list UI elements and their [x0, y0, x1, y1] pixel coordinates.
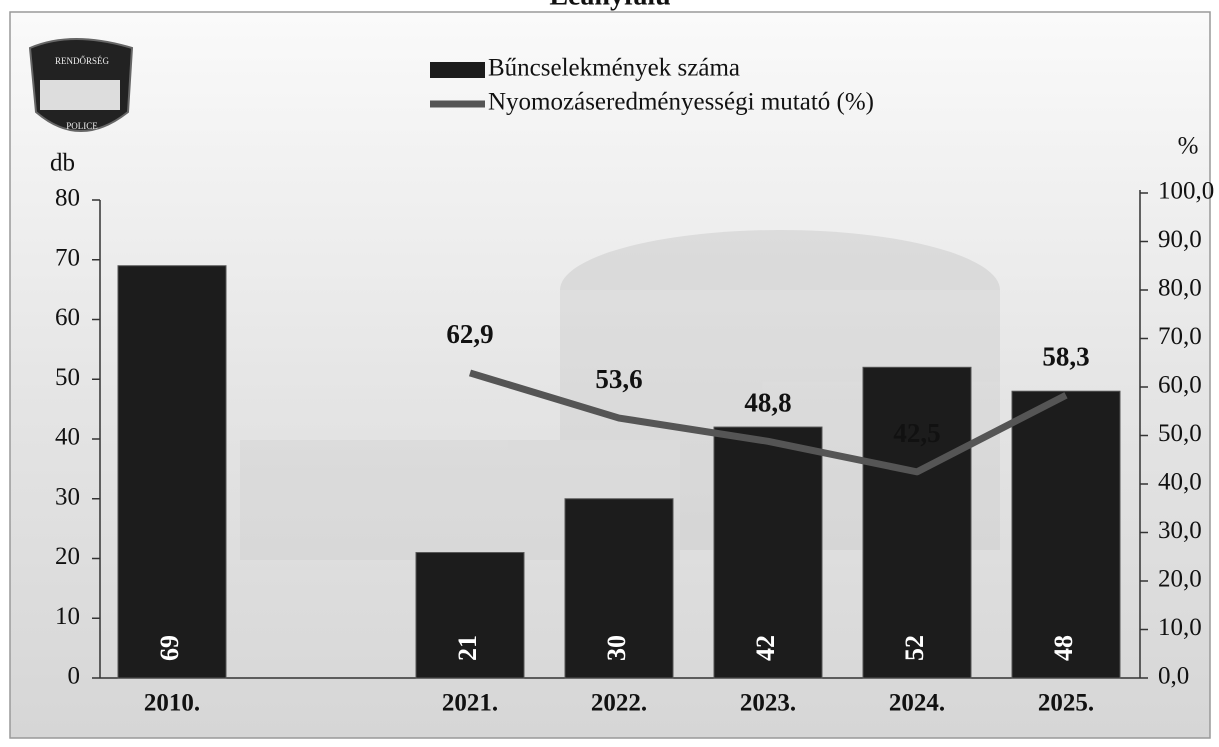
- bar: [862, 366, 972, 679]
- line: [468, 369, 1068, 476]
- line-value-label: 58,3: [1042, 341, 1089, 371]
- legend-swatch: [430, 62, 485, 78]
- y2-axis-label: %: [1178, 133, 1199, 160]
- y2-tick-label: 10,0: [1158, 614, 1202, 641]
- bar-value-label: 30: [602, 635, 631, 661]
- y-tick-label: 30: [55, 483, 80, 510]
- bar: [117, 265, 227, 679]
- x-tick-label: 2010.: [144, 690, 200, 717]
- y-tick-label: 80: [55, 185, 80, 212]
- bar: [415, 552, 525, 679]
- bar: [1011, 390, 1121, 679]
- y-tick-label: 70: [55, 244, 80, 271]
- line-value-label: 53,6: [595, 364, 642, 394]
- bar-value-label: 52: [900, 635, 929, 661]
- bar: [713, 426, 823, 679]
- chart-title: Leányfalu: [549, 0, 670, 11]
- y2-tick-label: 100,0: [1158, 178, 1214, 205]
- bar-value-label: 21: [453, 635, 482, 661]
- line-value-label: 42,5: [893, 418, 940, 448]
- bar-value-label: 42: [751, 635, 780, 661]
- y2-tick-label: 40,0: [1158, 469, 1202, 496]
- y2-tick-label: 20,0: [1158, 566, 1202, 593]
- bar-value-label: 48: [1049, 635, 1078, 661]
- logo-text: POLICE: [66, 121, 98, 131]
- x-tick-label: 2022.: [591, 690, 647, 717]
- legend-label: Nyomozáseredményességi mutató (%): [488, 89, 874, 116]
- y2-tick-label: 50,0: [1158, 420, 1202, 447]
- y-tick-label: 60: [55, 304, 80, 331]
- y2-tick-label: 70,0: [1158, 323, 1202, 350]
- logo-text: RENDŐRSÉG: [55, 56, 110, 66]
- x-tick-label: 2021.: [442, 690, 498, 717]
- x-tick-label: 2025.: [1038, 690, 1094, 717]
- line-value-label: 62,9: [446, 319, 493, 349]
- bar: [564, 498, 674, 679]
- y-tick-label: 40: [55, 424, 80, 451]
- y2-tick-label: 80,0: [1158, 275, 1202, 302]
- y-tick-label: 10: [55, 603, 80, 630]
- y2-tick-label: 90,0: [1158, 226, 1202, 253]
- x-tick-label: 2023.: [740, 690, 796, 717]
- y-axis-label: db: [50, 150, 75, 177]
- y-tick-label: 20: [55, 543, 80, 570]
- y-tick-label: 50: [55, 364, 80, 391]
- y2-tick-label: 30,0: [1158, 517, 1202, 544]
- y2-tick-label: 60,0: [1158, 372, 1202, 399]
- legend-label: Bűncselekmények száma: [488, 55, 740, 82]
- logo: RENDŐRSÉG POLICE: [28, 38, 134, 132]
- y2-tick-label: 0,0: [1158, 663, 1189, 690]
- y-tick-label: 0: [68, 663, 81, 690]
- x-tick-label: 2024.: [889, 690, 945, 717]
- line-value-label: 48,8: [744, 388, 791, 418]
- bar-value-label: 69: [155, 635, 184, 661]
